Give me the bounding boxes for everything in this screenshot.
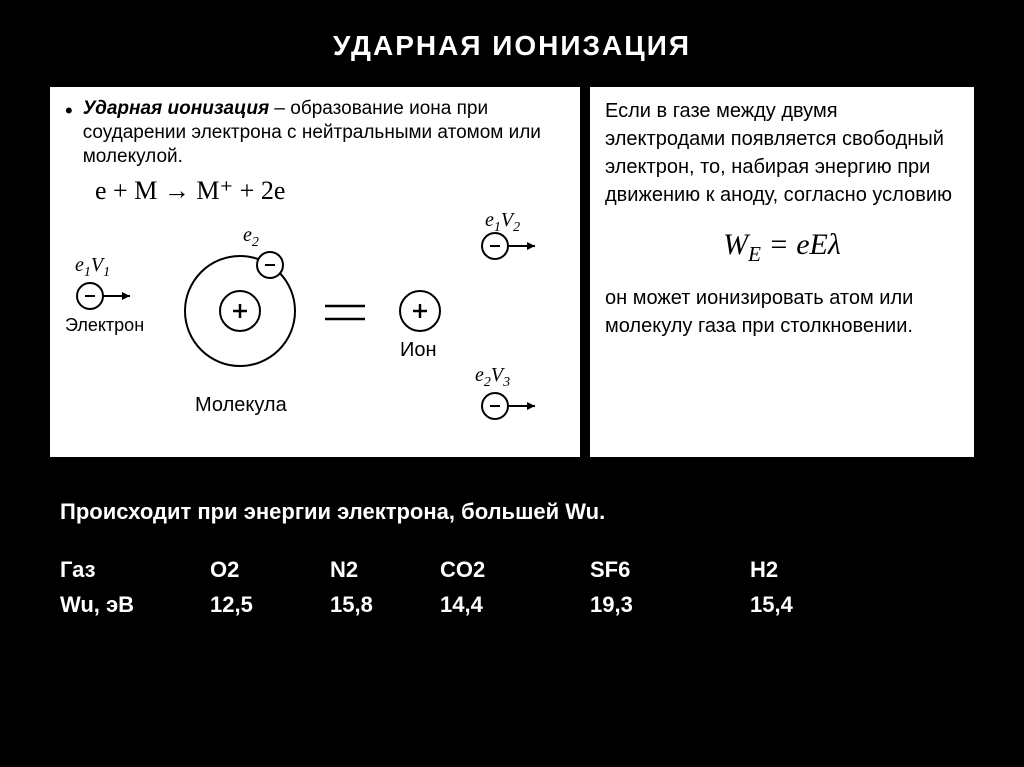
label-ion: Ион [400,339,437,361]
panels-row: • Ударная ионизация – образование иона п… [50,87,974,457]
explanation-text-2: он может ионизировать атом или молекулу … [605,284,959,340]
energy-formula: WE = eEλ [605,224,959,269]
val-3: 19,3 [590,587,750,622]
gas-0: O2 [210,552,330,587]
explanation-panel: Если в газе между двумя электродами появ… [590,87,974,457]
label-molecule: Молекула [195,394,288,416]
gas-2: CO2 [440,552,590,587]
val-4: 15,4 [750,587,870,622]
ionization-diagram: e1V1 Электрон e2 Молекула [65,211,565,441]
row-gas-label: Газ [60,552,210,587]
gas-3: SF6 [590,552,750,587]
row-wu-label: Wu, эВ [60,587,210,622]
definition-bullet: • Ударная ионизация – образование иона п… [65,97,565,168]
definition-panel: • Ударная ионизация – образование иона п… [50,87,580,457]
slide-title: УДАРНАЯ ИОНИЗАЦИЯ [50,30,974,62]
label-e2: e2 [243,224,259,250]
explanation-text-1: Если в газе между двумя электродами появ… [605,97,959,209]
val-1: 15,8 [330,587,440,622]
label-electron: Электрон [65,315,144,335]
label-e1v2: e1V2 [485,211,520,235]
diagram-svg: e1V1 Электрон e2 Молекула [65,211,565,441]
gas-1: N2 [330,552,440,587]
val-0: 12,5 [210,587,330,622]
condition-text: Происходит при энергии электрона, больше… [60,492,974,532]
definition-term: Ударная ионизация [83,98,269,119]
bottom-section: Происходит при энергии электрона, больше… [60,492,974,622]
bullet-icon: • [65,97,73,125]
reaction-equation: e + M → M⁺ + 2e [95,176,565,206]
label-e2v3: e2V3 [475,364,510,390]
definition-text: Ударная ионизация – образование иона при… [83,97,565,168]
ionization-energy-table: Газ Wu, эВ O2 12,5 N2 15,8 CO2 14,4 SF6 … [60,552,974,622]
val-2: 14,4 [440,587,590,622]
label-e1v1: e1V1 [75,254,110,280]
gas-4: H2 [750,552,870,587]
